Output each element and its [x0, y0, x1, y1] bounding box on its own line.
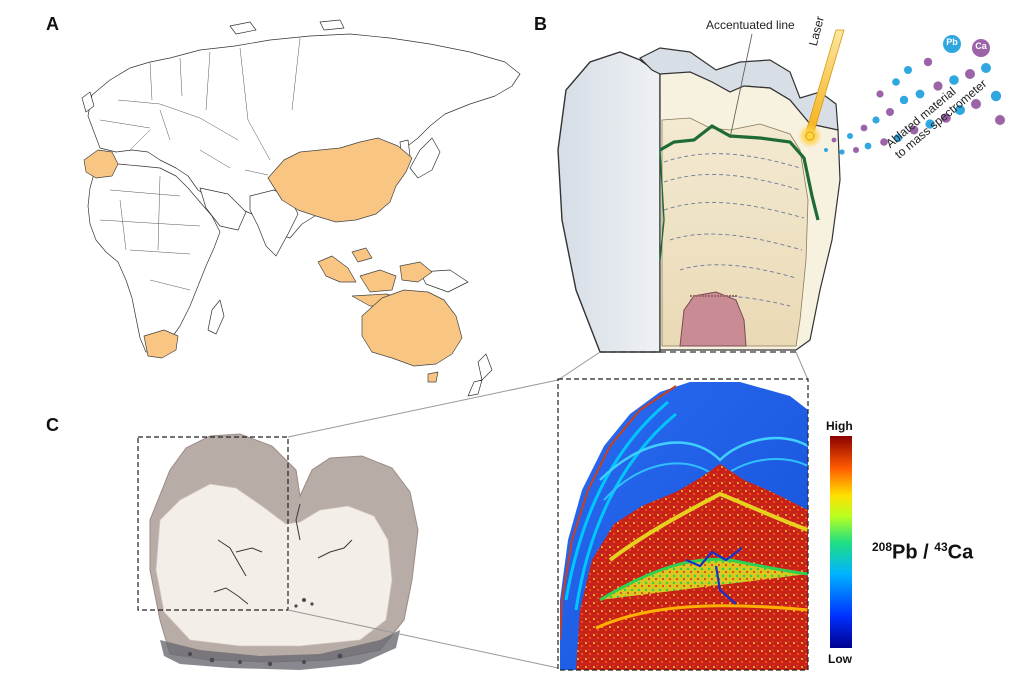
ca-badge: [972, 39, 990, 57]
panel-c-label: C: [46, 415, 59, 435]
france-region: [83, 149, 119, 179]
ablated-particles: [824, 57, 1005, 155]
enamel-left: [557, 51, 661, 353]
ratio-numerator-mass: 208: [872, 540, 893, 554]
pb-badge-label: Pb: [946, 37, 958, 47]
lead-heatmap: [560, 380, 808, 670]
ratio-separator: /: [917, 541, 935, 564]
legend-high-label: High: [826, 419, 853, 433]
legend-low-label: Low: [828, 652, 852, 666]
world-map: [81, 19, 521, 397]
ratio-numerator-element: Pb: [892, 541, 918, 564]
ca-badge-label: Ca: [975, 41, 987, 51]
southeast-asia-region: [317, 247, 433, 307]
china-region: [267, 137, 413, 223]
accentuated-line: [659, 124, 820, 221]
zoom-box: [137, 436, 289, 611]
heatmap-frame: [557, 378, 809, 671]
africa-outline: [87, 163, 221, 353]
ratio-denominator-element: Ca: [947, 541, 974, 564]
australia-region: [361, 289, 463, 367]
color-scale-bar: [830, 436, 852, 648]
panel-a-label: A: [46, 14, 59, 34]
pb-badge: [943, 35, 961, 53]
tooth-photo: [149, 433, 419, 670]
south-africa-region: [143, 329, 179, 359]
ratio-label: 208Pb / 43Ca: [872, 540, 973, 565]
panel-b-label: B: [534, 14, 547, 34]
highlighted-countries: [83, 137, 463, 383]
ratio-denominator-mass: 43: [934, 540, 948, 554]
tasmania-region: [427, 371, 439, 383]
accentuated-line-label: Accentuated line: [706, 18, 795, 32]
tooth-diagram: [557, 29, 845, 353]
